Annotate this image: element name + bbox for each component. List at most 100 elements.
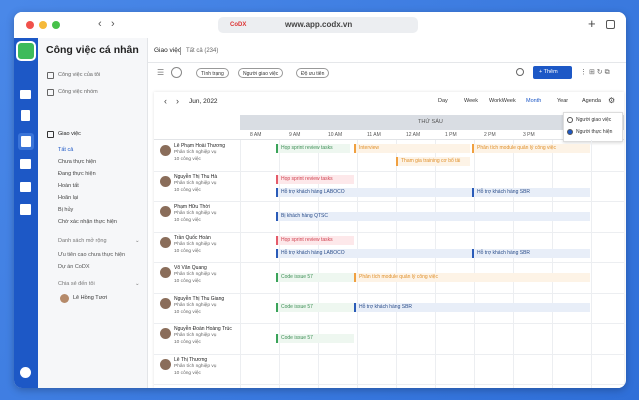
menu-item[interactable]: Công việc của tôi — [58, 72, 101, 78]
panel-title: Công việc cá nhân — [46, 44, 139, 56]
view-tab[interactable]: Month — [526, 98, 542, 104]
event[interactable]: Tham gia training cơ bổ tải — [396, 157, 470, 166]
event[interactable]: Họp sprint review tasks — [276, 144, 350, 153]
settings-icon[interactable]: ⚙ — [608, 96, 616, 105]
event[interactable]: Phân tích module quản lý công việc — [472, 144, 590, 153]
event[interactable]: Hỗ trợ khách hàng SBR — [354, 303, 590, 312]
shared-title[interactable]: Chia sẻ đến tôi — [58, 281, 95, 287]
person-role: Phân tích nghiệp vụ — [174, 272, 217, 277]
next-icon[interactable]: › — [176, 96, 179, 106]
tabs-icon[interactable] — [606, 20, 615, 29]
filter-item[interactable]: Hoãn lại — [58, 195, 79, 201]
extended-item[interactable]: Dự án CoDX — [58, 264, 90, 270]
filter-item[interactable]: Tất cả — [58, 147, 74, 153]
view-tab[interactable]: Agenda — [582, 98, 601, 104]
event[interactable]: Interview — [354, 144, 470, 153]
divider — [148, 62, 626, 63]
task-count: 10 công việc — [174, 370, 201, 376]
filter-item[interactable]: Chờ xác nhận thực hiện — [58, 219, 117, 225]
event[interactable]: Hỗ trợ khách hàng SBR — [472, 248, 590, 258]
person-name: Nguyễn Thị Thu Giang — [174, 295, 225, 302]
filter-pill[interactable]: Tình trạng — [196, 68, 229, 78]
browser-window: ‹ › CoDX www.app.codx.vn + Công việc cá … — [14, 12, 626, 388]
calendar-icon[interactable] — [20, 204, 31, 215]
filter-pill[interactable]: Độ ưu tiên — [296, 68, 330, 78]
person-name: Lê Thị Thương — [174, 356, 208, 363]
person-role: Phân tích nghiệp vụ — [174, 333, 217, 338]
extended-title[interactable]: Danh sách mở rộng — [58, 238, 107, 244]
section-title[interactable]: Giao việc — [58, 131, 81, 137]
back-icon[interactable]: ‹ — [98, 18, 102, 30]
avatar — [160, 358, 171, 370]
radio[interactable] — [567, 117, 573, 123]
hour-label: 9 AM — [289, 132, 301, 138]
event[interactable]: Code issue 57 — [276, 303, 354, 312]
forward-icon[interactable]: › — [111, 18, 115, 30]
hour-label: 8 AM — [250, 132, 262, 138]
hour-label: 2 PM — [484, 132, 496, 138]
grid-line — [591, 140, 592, 388]
search-icon[interactable] — [516, 68, 524, 76]
avatar — [160, 236, 171, 248]
doc-icon[interactable] — [21, 110, 30, 121]
folder-icon[interactable] — [20, 182, 31, 192]
cart-icon[interactable] — [20, 159, 31, 169]
task-icon[interactable] — [21, 136, 31, 147]
filter-item[interactable]: Hoàn tất — [58, 183, 79, 189]
calendar-toggle[interactable] — [171, 67, 182, 78]
grid-line — [474, 140, 475, 388]
filter-pill[interactable]: Người giao việc — [238, 68, 284, 78]
event[interactable]: Hỗ trợ khách hàng LABOCO — [276, 187, 472, 197]
person-name: Nguyễn Thị Thu Hà — [174, 173, 218, 180]
radio[interactable] — [567, 129, 573, 135]
extended-item[interactable]: Ưu tiên cao chưa thực hiện — [58, 252, 126, 258]
menu-item[interactable]: Công việc nhóm — [58, 89, 98, 95]
event[interactable]: Phân tích module quản lý công việc — [354, 272, 590, 282]
list-icon[interactable]: ☰ — [157, 68, 165, 77]
event[interactable]: Họp sprint review tasks — [276, 235, 354, 245]
filter-item[interactable]: Bị hủy — [58, 207, 74, 213]
add-button[interactable] — [533, 66, 572, 79]
row-line — [154, 292, 624, 294]
more-icons[interactable]: ⋮ ⊞ ↻ ⧉ — [580, 69, 610, 76]
hours-row — [154, 130, 624, 140]
prev-icon[interactable]: ‹ — [164, 96, 167, 106]
close-dot[interactable] — [26, 21, 34, 29]
chevron[interactable]: ⌄ — [135, 238, 140, 244]
new-tab-icon[interactable]: + — [588, 16, 596, 31]
minimize-dot[interactable] — [39, 21, 47, 29]
person-name: Phạm Hữu Thời — [174, 204, 210, 210]
event[interactable]: Bị khách hàng QTSC — [276, 211, 590, 221]
radio-label: Người thực hiện — [576, 129, 613, 135]
filter-item[interactable]: Đang thực hiện — [58, 171, 96, 177]
chart-icon[interactable] — [20, 90, 31, 99]
url-bar[interactable] — [218, 17, 418, 33]
event[interactable]: Họp sprint review tasks — [276, 174, 354, 184]
grid-line — [318, 140, 319, 388]
grid-line — [240, 140, 241, 388]
maximize-dot[interactable] — [52, 21, 60, 29]
person-role: Phân tích nghiệp vụ — [174, 363, 217, 369]
event[interactable]: Hỗ trợ khách hàng SBR — [472, 187, 590, 197]
row-line — [154, 201, 624, 202]
avatar — [160, 175, 171, 187]
task-count: 10 công việc — [174, 309, 201, 315]
app-logo[interactable] — [16, 41, 36, 61]
view-tab[interactable]: Week — [464, 98, 478, 104]
settings-icon[interactable] — [20, 367, 31, 378]
filter-item[interactable]: Chưa thực hiện — [58, 159, 97, 165]
event[interactable]: Code issue 57 — [276, 272, 354, 282]
view-tab[interactable]: Year — [557, 98, 569, 104]
grid-line — [279, 140, 280, 388]
chevron[interactable]: ⌄ — [135, 281, 140, 287]
event[interactable]: Code issue 57 — [276, 333, 354, 343]
radio-label: Người giao việc — [576, 117, 612, 123]
row-line — [154, 170, 624, 172]
event[interactable]: Hỗ trợ khách hàng LABOCO — [276, 248, 472, 258]
shared-user[interactable]: Lê Hồng Tươi — [73, 295, 108, 301]
view-tab[interactable]: Day — [438, 98, 448, 104]
person-role: Phân tích nghiệp vụ — [174, 180, 217, 186]
view-tab[interactable]: WorkWeek — [489, 98, 516, 104]
person-name: Võ Văn Quang — [174, 265, 207, 271]
